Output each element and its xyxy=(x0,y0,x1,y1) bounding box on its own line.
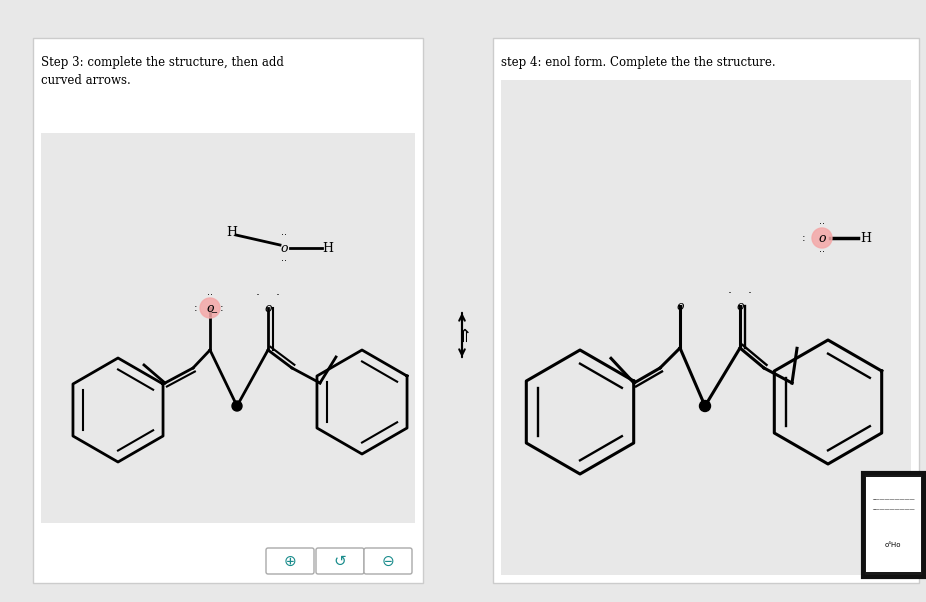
Circle shape xyxy=(200,298,220,318)
Text: o: o xyxy=(281,241,288,255)
Bar xyxy=(493,38,919,583)
Text: :: : xyxy=(802,233,806,243)
Text: o: o xyxy=(676,300,683,312)
Bar xyxy=(501,80,911,575)
Text: curved arrows.: curved arrows. xyxy=(41,74,131,87)
Text: ·: · xyxy=(256,290,260,302)
Text: o: o xyxy=(736,300,744,312)
Bar xyxy=(33,38,423,583)
Text: ··: ·· xyxy=(819,247,825,257)
Text: ··: ·· xyxy=(281,256,287,266)
FancyBboxPatch shape xyxy=(316,548,364,574)
Text: ⊖: ⊖ xyxy=(382,553,394,568)
Text: step 4: enol form. Complete the the structure.: step 4: enol form. Complete the the stru… xyxy=(501,56,776,69)
Text: ─────────────────: ───────────────── xyxy=(871,508,914,512)
Text: −: − xyxy=(210,308,218,317)
Circle shape xyxy=(232,401,242,411)
Bar xyxy=(41,133,415,523)
Text: ·: · xyxy=(276,290,280,302)
Text: H: H xyxy=(322,241,333,255)
Text: ··: ·· xyxy=(207,290,213,300)
Text: ⊕: ⊕ xyxy=(283,553,296,568)
Text: o⁴Ho: o⁴Ho xyxy=(884,542,901,548)
Text: ─────────────────: ───────────────── xyxy=(871,498,914,502)
Text: o: o xyxy=(206,302,214,314)
Text: H: H xyxy=(227,226,237,238)
Text: o: o xyxy=(264,302,271,314)
Text: ⇐: ⇐ xyxy=(453,327,471,343)
Text: Step 3: complete the structure, then add: Step 3: complete the structure, then add xyxy=(41,56,284,69)
Circle shape xyxy=(699,400,710,412)
Text: ··: ·· xyxy=(819,219,825,229)
Text: ↺: ↺ xyxy=(333,553,346,568)
Text: H: H xyxy=(860,232,871,244)
FancyBboxPatch shape xyxy=(266,548,314,574)
Text: o: o xyxy=(819,232,826,244)
Text: :: : xyxy=(194,303,198,313)
Bar xyxy=(866,477,921,572)
Text: ·: · xyxy=(748,288,752,300)
Text: :: : xyxy=(220,303,224,313)
FancyBboxPatch shape xyxy=(364,548,412,574)
Text: ··: ·· xyxy=(281,230,287,240)
Bar xyxy=(863,473,924,577)
Circle shape xyxy=(812,228,832,248)
Text: ·: · xyxy=(728,288,732,300)
